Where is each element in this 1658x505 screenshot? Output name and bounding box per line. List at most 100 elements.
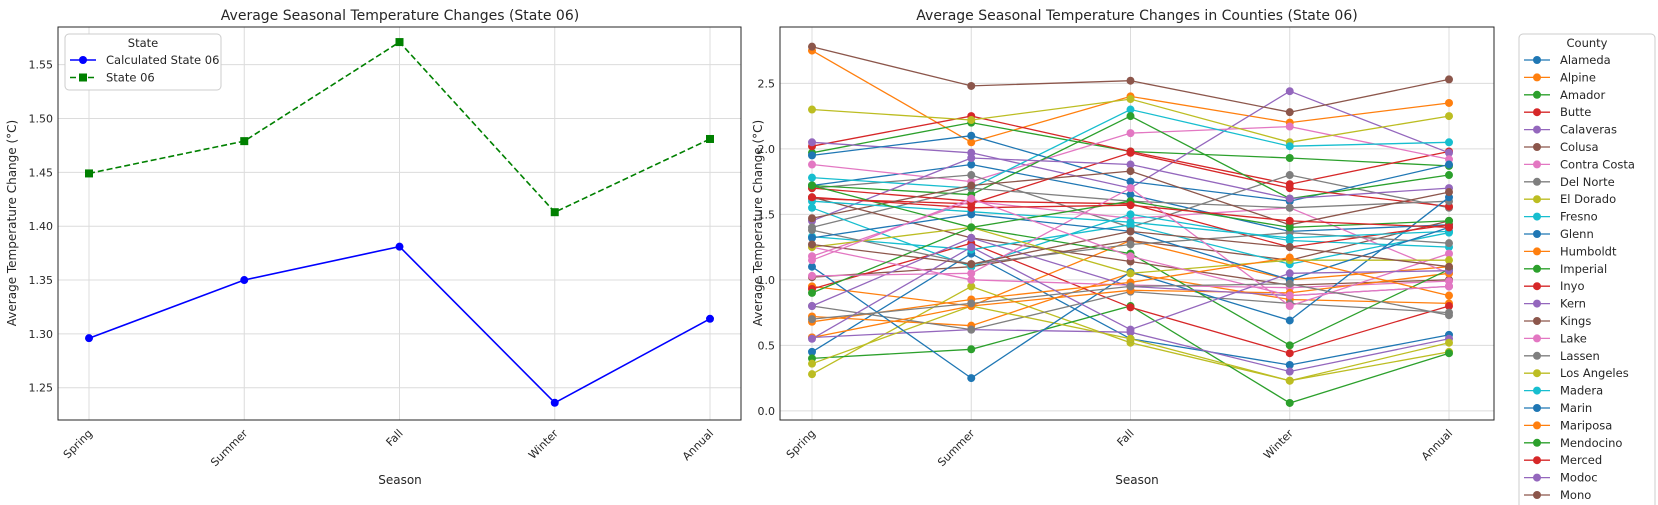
right-legend-swatch-marker: [1533, 299, 1541, 308]
right-data-point: [808, 105, 816, 114]
right-data-point: [1445, 282, 1453, 291]
right-data-point: [967, 345, 976, 354]
right-data-point: [808, 334, 816, 343]
right-data-point: [1126, 282, 1135, 291]
right-data-point: [808, 203, 816, 212]
right-legend-swatch-marker: [1533, 386, 1541, 395]
right-data-point: [1445, 249, 1453, 258]
right-y-tick-label: 2.0: [758, 143, 776, 156]
right-data-point: [1445, 262, 1453, 271]
right-data-point: [1126, 240, 1135, 249]
right-data-point: [1126, 95, 1135, 104]
right-data-point: [1445, 148, 1453, 157]
right-legend-label: Alameda: [1560, 53, 1611, 67]
right-data-point: [1445, 75, 1453, 84]
right-data-point: [1126, 218, 1135, 227]
right-legend: County Alameda Alpine Amador Butte Calaveras…: [1518, 33, 1656, 505]
right-legend-label: Contra Costa: [1560, 157, 1635, 171]
right-legend-title: County: [1567, 36, 1608, 50]
right-data-point: [1445, 223, 1453, 232]
right-data-point: [1285, 171, 1294, 180]
right-data-point: [1126, 105, 1135, 114]
right-legend-swatch-marker: [1533, 230, 1541, 238]
right-data-point: [1126, 76, 1135, 85]
right-legend-swatch-marker: [1533, 351, 1541, 360]
right-data-point: [1445, 216, 1453, 225]
left-legend-box: [64, 33, 222, 91]
left-legend-swatch-marker: [79, 56, 87, 64]
right-data-point: [1285, 142, 1294, 151]
left-y-tick-label: 1.30: [29, 328, 54, 341]
right-legend-swatch-marker: [1533, 90, 1541, 99]
right-data-point: [1285, 279, 1294, 288]
right-legend-swatch-marker: [1533, 438, 1541, 447]
right-data-point: [1445, 311, 1453, 320]
right-plot-frame: [779, 26, 1495, 421]
right-legend-label: Marin: [1560, 401, 1592, 415]
right-legend-label: Butte: [1560, 105, 1591, 119]
left-data-point: [85, 334, 93, 343]
right-data-point: [1126, 227, 1135, 236]
right-legend-swatch-marker: [1533, 334, 1541, 343]
right-data-point: [967, 181, 976, 190]
right-data-point: [1285, 349, 1294, 358]
right-data-point: [1445, 338, 1453, 347]
right-data-point: [808, 226, 816, 235]
left-plot-frame: [57, 26, 742, 421]
right-legend-swatch-marker: [1533, 143, 1541, 151]
right-legend-label: Lake: [1560, 331, 1587, 345]
right-data-point: [967, 282, 976, 291]
right-legend-swatch-marker: [1533, 282, 1541, 291]
right-y-tick-label: 0.0: [758, 405, 776, 418]
right-data-point: [1285, 367, 1294, 376]
right-data-point: [808, 288, 816, 297]
right-data-point: [808, 359, 816, 368]
right-data-point: [1285, 233, 1294, 242]
right-legend-swatch-marker: [1533, 160, 1541, 169]
right-legend-swatch-marker: [1533, 212, 1541, 221]
left-chart-title: Average Seasonal Temperature Changes (St…: [221, 8, 579, 24]
right-data-point: [1285, 154, 1294, 162]
right-data-point: [808, 138, 816, 147]
right-data-point: [808, 233, 816, 242]
right-data-point: [967, 210, 976, 219]
right-legend-swatch-marker: [1533, 56, 1541, 64]
right-data-point: [1126, 252, 1135, 261]
left-legend-label: Calculated State 06: [106, 53, 219, 67]
right-data-point: [1285, 108, 1294, 117]
right-data-point: [1285, 253, 1294, 262]
right-data-point: [808, 347, 816, 356]
right-data-point: [1285, 122, 1294, 131]
right-data-point: [1126, 325, 1135, 334]
left-data-point: [85, 169, 93, 178]
right-data-point: [967, 171, 976, 180]
left-y-tick-label: 1.45: [29, 166, 54, 179]
right-data-point: [1285, 398, 1294, 407]
right-legend-box: [1518, 33, 1656, 505]
right-data-point: [1445, 98, 1453, 107]
left-data-point: [550, 208, 559, 217]
right-data-point: [967, 223, 976, 232]
left-y-tick-label: 1.40: [29, 220, 54, 233]
right-data-point: [1126, 269, 1135, 278]
right-data-point: [967, 116, 976, 125]
right-legend-swatch-marker: [1533, 317, 1541, 325]
right-legend-label: Kern: [1560, 297, 1586, 311]
left-data-point: [550, 398, 559, 407]
right-data-point: [1285, 316, 1294, 325]
right-data-point: [1285, 203, 1294, 212]
right-legend-label: Madera: [1560, 384, 1603, 398]
right-legend-label: Del Norte: [1560, 175, 1615, 189]
right-legend-items: Alameda Alpine Amador Butte Calaveras Colusa C…: [1524, 53, 1635, 502]
right-data-point: [1285, 376, 1294, 385]
right-legend-label: Merced: [1560, 453, 1602, 467]
right-data-point: [967, 233, 976, 242]
right-data-point: [1126, 184, 1135, 193]
right-data-point: [1445, 239, 1453, 248]
right-data-point: [967, 243, 976, 252]
right-x-axis-label: Season: [1115, 473, 1159, 487]
right-data-point: [1445, 112, 1453, 121]
right-data-point: [808, 370, 816, 379]
right-legend-label: Calaveras: [1560, 123, 1617, 137]
right-data-point: [1126, 160, 1135, 169]
